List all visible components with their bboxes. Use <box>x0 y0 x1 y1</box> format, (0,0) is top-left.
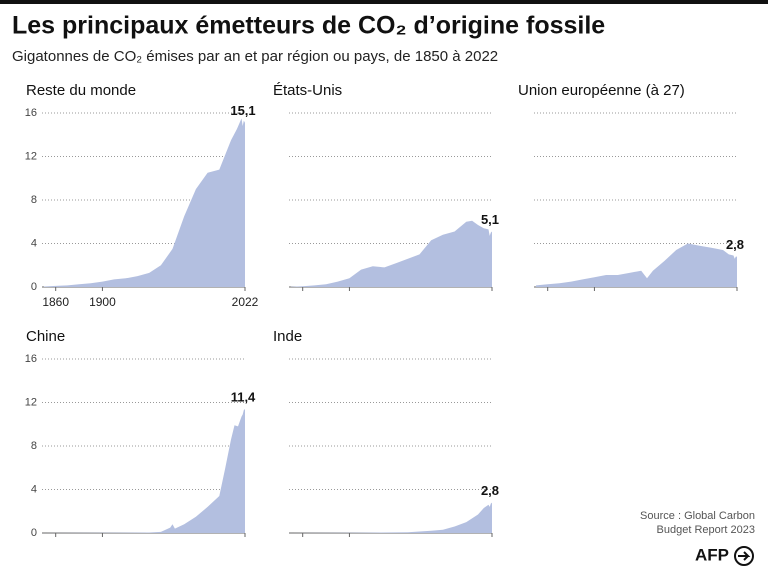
x-tick-label: 2022 <box>232 295 259 309</box>
panel-title: Reste du monde <box>26 82 136 99</box>
top-rule <box>0 0 768 4</box>
panel-title: États-Unis <box>273 82 342 99</box>
x-tick-label: 1900 <box>89 295 116 309</box>
panel-title: Union européenne (à 27) <box>518 82 685 99</box>
y-tick-label: 8 <box>31 440 37 452</box>
logo-icon <box>734 546 754 566</box>
area <box>44 409 245 533</box>
panel-title: Chine <box>26 328 65 345</box>
value-label: 2,8 <box>481 483 499 498</box>
logo: AFP <box>695 545 729 564</box>
x-tick-label: 1860 <box>42 295 69 309</box>
area <box>44 118 245 288</box>
value-label: 5,1 <box>481 212 499 227</box>
area <box>291 220 492 287</box>
y-tick-label: 12 <box>25 150 37 162</box>
y-tick-label: 4 <box>31 237 37 249</box>
y-tick-label: 0 <box>31 527 37 539</box>
value-label: 15,1 <box>230 103 255 118</box>
y-tick-label: 0 <box>31 281 37 293</box>
area <box>536 243 737 287</box>
source: Source : Global Carbon <box>640 510 755 522</box>
panel-title: Inde <box>273 328 302 345</box>
area <box>291 502 492 533</box>
chart-subtitle: Gigatonnes de CO₂ émises par an et par r… <box>12 48 498 65</box>
chart-title: Les principaux émetteurs de CO₂ d’origin… <box>12 12 605 40</box>
value-label: 11,4 <box>231 389 256 404</box>
y-tick-label: 8 <box>31 194 37 206</box>
y-tick-label: 4 <box>31 483 37 495</box>
logo-icon <box>738 551 751 561</box>
value-label: 2,8 <box>726 237 744 252</box>
y-tick-label: 12 <box>25 396 37 408</box>
y-tick-label: 16 <box>25 107 37 119</box>
source: Budget Report 2023 <box>657 524 755 536</box>
y-tick-label: 16 <box>25 353 37 365</box>
